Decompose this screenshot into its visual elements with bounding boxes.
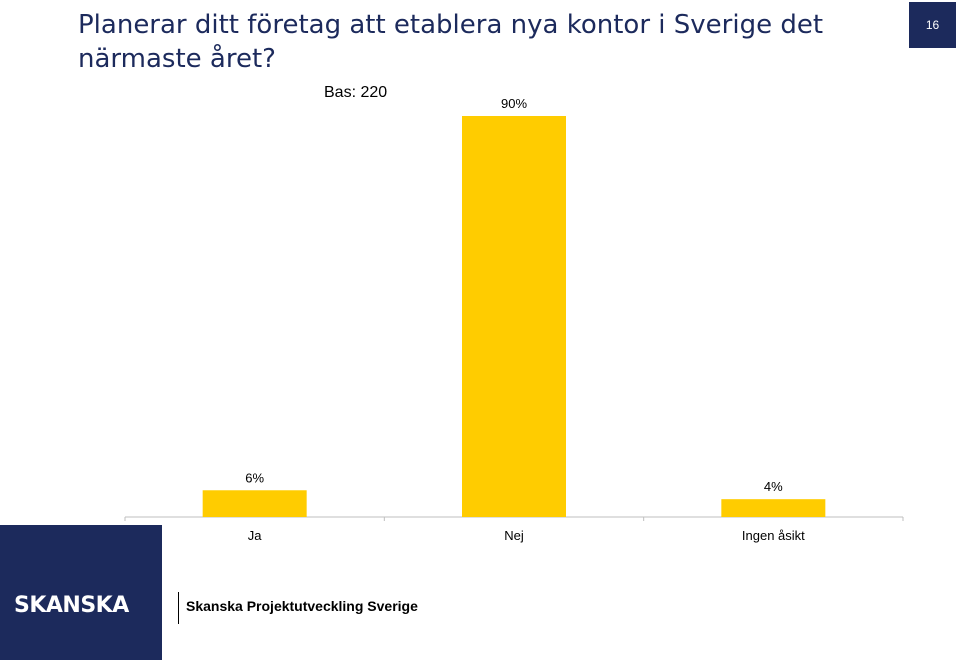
- base-label: Bas: 220: [324, 84, 388, 101]
- category-label-2: Nej: [504, 528, 524, 543]
- data-label-1: 6%: [245, 470, 264, 485]
- category-label-1: Ja: [248, 528, 263, 543]
- data-label-2: 90%: [501, 96, 527, 111]
- bar-1: [202, 490, 307, 517]
- category-label-3: Ingen åsikt: [742, 528, 805, 543]
- logo-wordmark: SKANSKA: [14, 593, 129, 618]
- bar-2: [462, 116, 566, 517]
- bar-3: [721, 499, 826, 517]
- skanska-logo: SKANSKA: [0, 525, 162, 660]
- slide-title: Planerar ditt företag att etablera nya k…: [78, 10, 824, 74]
- footer-company-name: Skanska Projektutveckling Sverige: [186, 598, 418, 614]
- bar-chart: 6% Ja 90% Nej 4% Ingen åsikt: [124, 96, 904, 543]
- page-number-badge: 16: [909, 2, 956, 48]
- data-label-3: 4%: [764, 479, 783, 494]
- footer-divider: [178, 592, 179, 624]
